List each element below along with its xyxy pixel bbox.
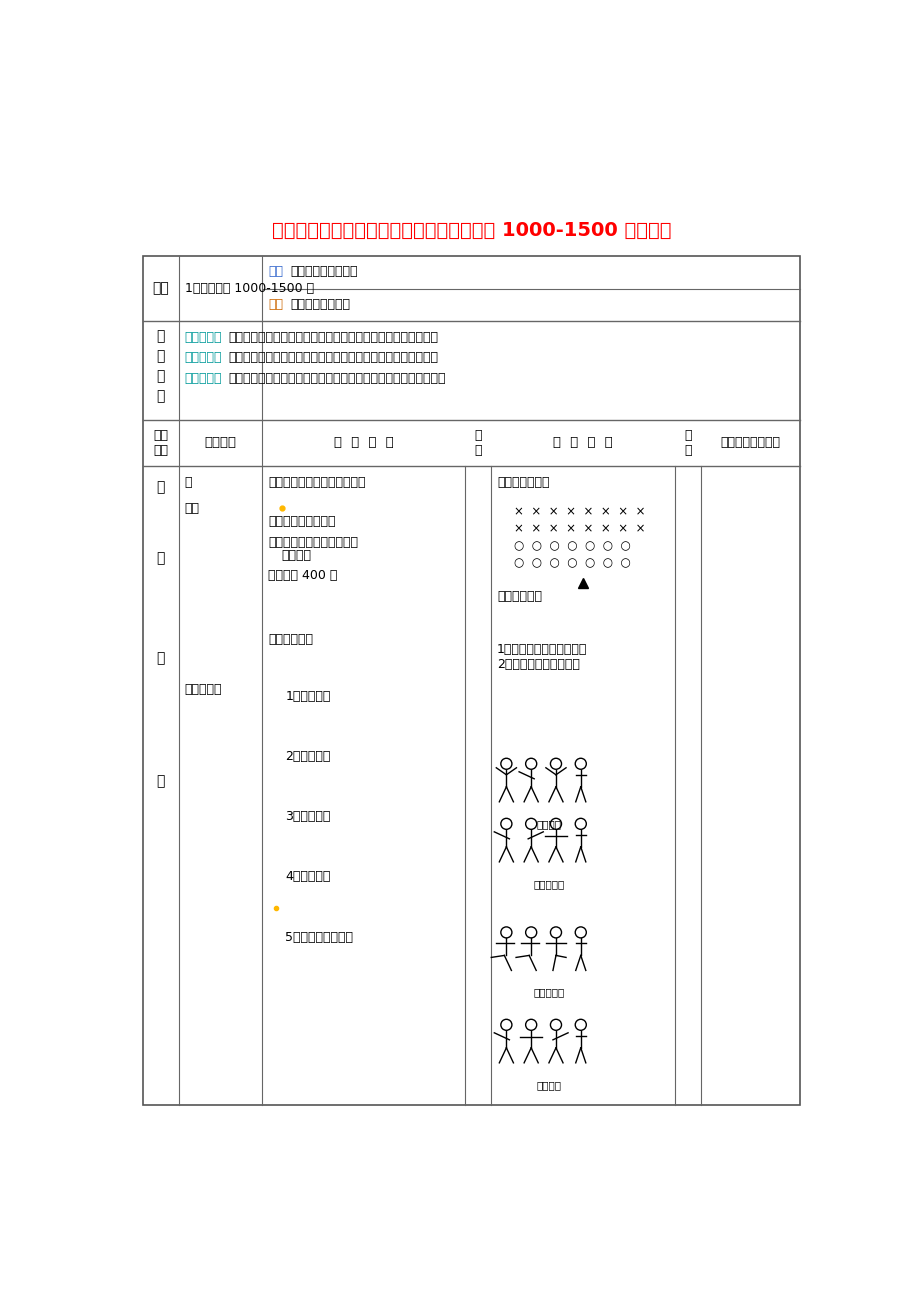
Text: 呼吸与步伐协调。: 呼吸与步伐协调。 <box>289 298 350 311</box>
Text: 重点: 重点 <box>268 266 283 279</box>
Text: 1、学生听清要求和规则。: 1、学生听清要求和规则。 <box>496 643 587 655</box>
Text: 一: 一 <box>185 477 192 490</box>
Text: 广西永福县实验中学七年级体育《跑走交替 1000-1500 米》教案: 广西永福县实验中学七年级体育《跑走交替 1000-1500 米》教案 <box>271 221 671 241</box>
Text: 时
间: 时 间 <box>474 428 482 457</box>
Text: 学生知道途中跑时正确的呼吸方法及其对提高跑的能力的作用。: 学生知道途中跑时正确的呼吸方法及其对提高跑的能力的作用。 <box>228 332 437 345</box>
Text: ×  ×  ×  ×  ×  ×  ×  ×: × × × × × × × × <box>514 522 645 535</box>
Text: 难点: 难点 <box>268 298 283 311</box>
Text: 教: 教 <box>156 329 165 344</box>
Text: 3、俯背运动: 3、俯背运动 <box>285 810 331 823</box>
Text: 部: 部 <box>156 651 165 665</box>
Text: 教学内容: 教学内容 <box>204 436 236 449</box>
Text: 五、徒手操：: 五、徒手操： <box>268 633 313 646</box>
Text: ○  ○  ○  ○  ○  ○  ○: ○ ○ ○ ○ ○ ○ ○ <box>514 556 630 569</box>
Text: 5、侧压腿、前压腿: 5、侧压腿、前压腿 <box>285 931 353 944</box>
Text: 教材: 教材 <box>153 281 169 296</box>
Text: 目: 目 <box>156 370 165 384</box>
Text: 体侧幅度大: 体侧幅度大 <box>533 879 564 889</box>
Text: 学生能用鼻进行呼吸，并能在保持呼吸节奏的情况下自然跑进。: 学生能用鼻进行呼吸，并能在保持呼吸节奏的情况下自然跑进。 <box>228 352 437 365</box>
Text: 一、队列如图示: 一、队列如图示 <box>496 477 549 490</box>
Text: 教  师  活  动: 教 师 活 动 <box>334 436 393 449</box>
Text: 教师个人修改意见: 教师个人修改意见 <box>720 436 779 449</box>
Text: 常规: 常规 <box>185 501 199 514</box>
Text: 情感目标：: 情感目标： <box>185 371 222 384</box>
Bar <box>142 256 800 1105</box>
Text: 次
数: 次 数 <box>684 428 691 457</box>
Text: 膝关节伸直: 膝关节伸直 <box>533 987 564 997</box>
Text: 和任务。: 和任务。 <box>281 549 312 562</box>
Text: 一、体育委员整队，报告人数: 一、体育委员整队，报告人数 <box>268 477 366 490</box>
Text: 四、慢跑 400 米: 四、慢跑 400 米 <box>268 569 337 582</box>
Text: 二、徒手操: 二、徒手操 <box>185 682 222 695</box>
Text: 学  生  活  动: 学 生 活 动 <box>552 436 612 449</box>
Text: 2、体侧运动: 2、体侧运动 <box>285 750 331 763</box>
Text: 2、认真练习动作到位。: 2、认真练习动作到位。 <box>496 658 579 671</box>
Text: 脚尖绷直: 脚尖绷直 <box>536 1079 561 1090</box>
Text: 标: 标 <box>156 389 165 404</box>
Text: 技能目标：: 技能目标： <box>185 352 222 365</box>
Text: 两臂伸直: 两臂伸直 <box>536 819 561 829</box>
Text: 三、老师宣布本课主要内容: 三、老师宣布本课主要内容 <box>268 536 358 549</box>
Text: 准: 准 <box>156 480 165 495</box>
Text: 备: 备 <box>156 551 165 565</box>
Text: 1、伸展运动: 1、伸展运动 <box>285 690 331 703</box>
Text: 二、练习图：: 二、练习图： <box>496 590 541 603</box>
Text: ×  ×  ×  ×  ×  ×  ×  ×: × × × × × × × × <box>514 505 645 518</box>
Text: 教学
过程: 教学 过程 <box>153 428 168 457</box>
Text: ○  ○  ○  ○  ○  ○  ○: ○ ○ ○ ○ ○ ○ ○ <box>514 539 630 552</box>
Text: 1、跑走交替 1000-1500 米: 1、跑走交替 1000-1500 米 <box>185 283 313 296</box>
Text: 学: 学 <box>156 349 165 363</box>
Text: 认知目标：: 认知目标： <box>185 332 222 345</box>
Text: 二、师生相互问好。: 二、师生相互问好。 <box>268 514 335 527</box>
Text: 4、踢腿运动: 4、踢腿运动 <box>285 871 331 884</box>
Text: 不屏气或用嘴呼吸。: 不屏气或用嘴呼吸。 <box>289 266 357 279</box>
Text: 学生在走跑交替的练习中能按规定段落分配，坚持跑完规定距离。: 学生在走跑交替的练习中能按规定段落分配，坚持跑完规定距离。 <box>228 371 445 384</box>
Text: 分: 分 <box>156 775 165 789</box>
